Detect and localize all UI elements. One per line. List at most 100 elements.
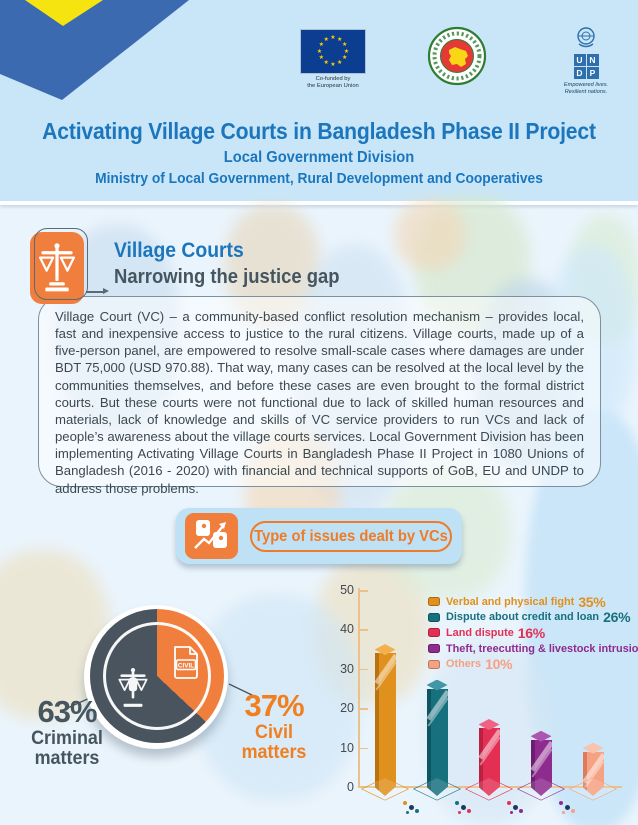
section-subheading: Narrowing the justice gap [114,265,340,288]
eu-flag-icon: ★ ★ ★ ★ ★ ★ ★ ★ ★ ★ ★ ★ [301,30,365,73]
issues-banner-pill: Type of issues dealt by VCs [250,521,452,552]
legend-swatch-icon [428,597,440,607]
legend-swatch-icon [428,628,440,638]
bar-base-diamond [516,777,566,801]
description-paragraph: Village Court (VC) – a community-based c… [55,309,584,496]
decor-dot [406,811,409,814]
undp-tagline-line2: Resilient nations. [564,89,608,96]
y-axis [358,588,360,788]
decor-dot [571,809,575,813]
decor-dot [507,801,511,805]
header-separator [0,201,638,205]
bar-land-dispute [478,718,500,796]
decor-dot [510,811,513,814]
legend-percent: 16% [517,624,545,641]
civil-document-icon: CIVIL [172,645,200,684]
legend-label: Dispute about credit and loan [446,611,600,624]
issues-banner: Type of issues dealt by VCs [176,508,462,564]
issues-bar-chart: 0 10 20 30 40 50 [300,583,638,825]
header-band: ★ ★ ★ ★ ★ ★ ★ ★ ★ ★ ★ ★ Co-funded by the European U… [0,0,638,201]
civil-matters-label: 37% Civil matters [241,688,307,764]
decor-dot [403,801,407,805]
chart-legend: Verbal and physical fight 35% Dispute abou… [428,594,638,672]
description-box: Village Court (VC) – a community-based c… [38,296,601,496]
y-tick-mark [360,747,368,750]
eu-star-icon: ★ [341,41,348,48]
decor-dot [559,801,563,805]
eu-logo: ★ ★ ★ ★ ★ ★ ★ ★ ★ ★ ★ ★ Co-funded by the European U… [300,30,366,90]
decor-dot [461,805,466,810]
y-tick-label: 20 [340,701,354,716]
eu-star-icon: ★ [318,41,324,48]
decor-dot [458,811,461,814]
decor-dot [409,805,414,810]
y-tick-mark [360,668,368,671]
eu-caption-line1: Co-funded by [315,76,351,82]
logo-row: ★ ★ ★ ★ ★ ★ ★ ★ ★ ★ ★ ★ Co-funded by the European U… [0,26,638,96]
legend-swatch-icon [428,644,440,654]
y-tick-label: 40 [340,622,354,637]
un-emblem-icon [577,27,595,48]
legend-percent: 26% [603,609,631,626]
civil-doc-label: CIVIL [178,662,194,669]
eu-star-icon: ★ [341,55,348,62]
y-tick-mark [360,590,368,592]
connector-arrow [86,288,109,294]
decor-dot [415,809,419,813]
legend-item: Verbal and physical fight 35% [428,594,638,610]
bar-others [582,742,604,796]
decor-dot [565,805,570,810]
eu-star-icon: ★ [330,35,336,41]
issues-banner-title: Type of issues dealt by VCs [254,527,448,545]
legend-percent: 10% [485,656,513,673]
decor-dot [455,801,459,805]
bangladesh-government-seal-icon [427,26,487,91]
legend-label: Theft, treecutting & livestock intrusion [446,642,638,655]
corner-shape-blue [0,0,200,110]
eu-star-icon: ★ [337,60,343,67]
undp-tagline-line1: Empowered lives. [563,82,609,88]
page-subtitle-ministry: Ministry of Local Government, Rural Deve… [95,170,543,187]
y-tick-label: 0 [347,780,354,794]
bar-base-diamond [360,777,410,801]
legend-label: Verbal and physical fight [446,595,575,608]
justice-scales-icon [30,228,88,304]
legend-item: Land dispute 16% [428,625,638,641]
bar-theft-treecutting-livestock-intrusion [530,730,552,796]
donut-white-ring [103,622,211,730]
section-heading: Village Courts [114,238,244,262]
legend-item: Theft, treecutting & livestock intrusion… [428,641,638,657]
bar-base-diamond [412,777,462,801]
decor-dot [562,811,565,814]
eu-star-icon: ★ [330,62,336,68]
bar-verbal-and-physical-fight [374,644,396,796]
corner-shape-yellow [0,0,120,35]
criminal-matters-label: 63% Criminal matters [31,694,103,770]
decor-dot [519,809,523,813]
legend-label: Others [446,658,482,671]
eu-star-icon: ★ [337,36,343,43]
legend-percent: 35% [578,593,606,610]
y-tick-mark [360,708,368,710]
y-tick-label: 30 [340,661,354,676]
bar-base-diamond [464,777,514,801]
legend-swatch-icon [428,659,440,669]
legend-item: Others 10% [428,656,638,672]
y-tick-mark [360,629,368,631]
decor-dot [513,805,518,810]
bar-dispute-about-credit-and-loan [426,679,448,796]
bar-base-diamond [568,777,618,801]
legend-label: Land dispute [446,626,514,639]
legend-swatch-icon [428,612,440,622]
eu-star-icon: ★ [323,36,329,43]
eu-star-icon: ★ [316,48,323,55]
donut-chart: CIVIL [84,605,228,749]
eu-star-icon: ★ [343,48,350,55]
issues-icon [185,513,238,559]
page-title: Activating Village Courts in Bangladesh … [42,118,596,144]
y-tick-label: 10 [340,740,354,755]
eu-star-icon: ★ [323,60,329,67]
